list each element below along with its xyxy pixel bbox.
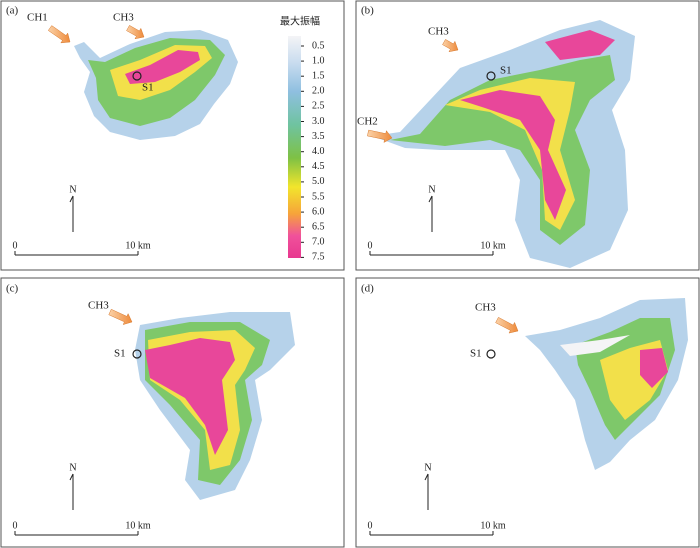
flow-arrow [367,129,393,143]
north-label: N [69,462,76,473]
legend-tick-label: 3.5 [312,131,325,142]
legend-tick-label: 4.5 [312,161,325,172]
legend-tick-label: 6.5 [312,221,325,232]
legend-tick-label: 7.0 [312,237,325,248]
site-label: S1 [114,348,126,360]
panel-frame [0,0,345,271]
flow-arrow [108,308,133,325]
legend-tick-label: 5.5 [312,191,325,202]
scale-label: 0 [368,520,373,531]
panel-label: (a) [6,5,19,17]
north-label: N [424,462,431,473]
legend-colorbar [288,36,301,258]
legend-tick-label: 2.0 [312,86,325,97]
amplitude-map [135,312,295,500]
flow-arrow [126,25,145,40]
channel-label: CH1 [27,12,48,24]
scale-label: 0 [13,240,18,251]
channel-label: CH3 [428,26,449,38]
legend-tick-label: 1.5 [312,70,325,81]
legend-tick-label: 2.5 [312,101,325,112]
site-label: S1 [142,82,154,94]
north-arrow [69,473,74,481]
north-label: N [69,184,76,195]
site-label: S1 [470,348,482,360]
channel-label: CH3 [88,300,109,312]
legend-tick-label: 5.0 [312,176,325,187]
scale-label: 10 km [125,520,151,531]
amplitude-map [372,20,635,268]
scale-label: 10 km [480,240,506,251]
panel-frame [355,277,700,548]
amplitude-map [74,30,238,140]
channel-label: CH3 [475,302,496,314]
legend-tick-label: 0.5 [312,40,325,51]
scale-label: 0 [368,240,373,251]
legend-tick-label: 1.0 [312,55,325,66]
panel-frame [355,0,700,271]
channel-label: CH2 [357,116,378,128]
north-arrow [428,195,433,203]
north-label: N [428,184,435,195]
site-label: S1 [500,65,512,77]
panel-label: (d) [361,283,374,295]
scale-label: 0 [13,520,18,531]
legend-tick-label: 7.5 [312,252,325,263]
legend-title: 最大振幅 [280,14,320,27]
panel-label: (c) [6,283,19,295]
site-marker [132,71,142,81]
site-marker [486,349,496,359]
flow-arrow [442,39,459,53]
north-arrow [424,473,429,481]
amplitude-map [525,298,688,470]
north-arrow [69,195,74,203]
site-marker [486,71,496,81]
panel-frame [0,277,345,548]
flow-arrow [495,317,519,334]
legend-tick-label: 4.0 [312,146,325,157]
flow-arrow [47,25,71,44]
scale-label: 10 km [480,520,506,531]
scale-label: 10 km [125,240,151,251]
site-marker [132,349,142,359]
panel-label: (b) [361,5,374,17]
legend-tick-label: 6.0 [312,206,325,217]
legend-tick-label: 3.0 [312,116,325,127]
channel-label: CH3 [113,12,134,24]
